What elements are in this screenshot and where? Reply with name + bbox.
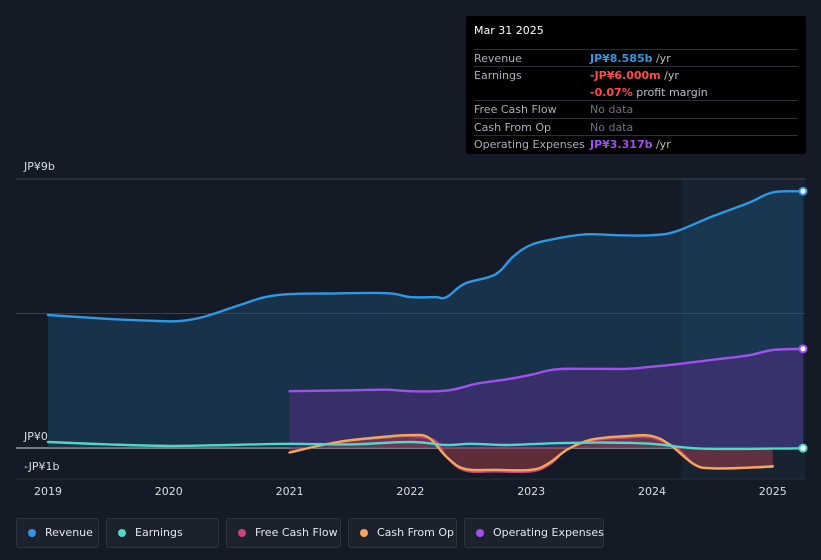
y-label-bottom: -JP¥1b <box>24 460 59 473</box>
tooltip-row-label: Free Cash Flow <box>474 103 557 116</box>
legend-item-free-cash-flow[interactable]: Free Cash Flow <box>226 518 341 548</box>
tooltip-row: Operating Expenses JP¥3.317b /yr <box>466 136 806 153</box>
x-tick-label: 2023 <box>517 485 545 498</box>
legend-item-earnings[interactable]: Earnings <box>106 518 219 548</box>
tooltip-row: -0.07% profit margin <box>466 84 806 101</box>
operating-expenses-line <box>288 347 805 393</box>
tooltip-row-value: -JP¥6.000m /yr <box>590 69 679 82</box>
x-tick-label: 2022 <box>396 485 424 498</box>
tooltip-divider <box>474 118 798 119</box>
tooltip-divider <box>474 100 798 101</box>
legend-label: Revenue <box>45 526 93 539</box>
legend-item-cash-from-op[interactable]: Cash From Op <box>348 518 457 548</box>
legend-dot-icon <box>360 529 368 537</box>
x-tick-label: 2025 <box>759 485 787 498</box>
legend-dot-icon <box>238 529 246 537</box>
tooltip-row: Earnings -JP¥6.000m /yr <box>466 67 806 84</box>
legend-item-operating-expenses[interactable]: Operating Expenses <box>464 518 604 548</box>
x-tick-label: 2021 <box>276 485 304 498</box>
legend-dot-icon <box>118 529 126 537</box>
earnings-end-marker <box>798 443 808 453</box>
legend-dot-icon <box>476 529 484 537</box>
earnings-line <box>46 440 805 451</box>
tooltip-row-value: JP¥3.317b /yr <box>590 138 671 151</box>
tooltip-row: Revenue JP¥8.585b /yr <box>466 50 806 67</box>
revenue-line <box>46 189 805 323</box>
tooltip-row-label: Earnings <box>474 69 522 82</box>
tooltip-row-label: Revenue <box>474 52 522 65</box>
y-label-top: JP¥9b <box>23 160 55 173</box>
x-tick-label: 2019 <box>34 485 62 498</box>
x-tick-label: 2024 <box>638 485 666 498</box>
tooltip-row-value: No data <box>590 103 634 116</box>
tooltip-row-value: No data <box>590 121 634 134</box>
legend-label: Free Cash Flow <box>255 526 338 539</box>
tooltip-row: Cash From Op No data <box>466 119 806 136</box>
tooltip-row-value: JP¥8.585b /yr <box>590 52 671 65</box>
chart-svg: JP¥9b JP¥0 -JP¥1b 2019 2020 2021 2022 2023 2024 2… <box>16 160 808 498</box>
tooltip-row-label: Cash From Op <box>474 121 552 134</box>
tooltip-row: Free Cash Flow No data <box>466 101 806 118</box>
tooltip-row-label: Operating Expenses <box>474 138 585 151</box>
cash-from-op-line <box>288 433 774 472</box>
tooltip-date: Mar 31 2025 <box>474 24 544 37</box>
legend-label: Earnings <box>135 526 183 539</box>
revenue-end-marker <box>798 186 808 196</box>
y-label-zero: JP¥0 <box>23 430 48 443</box>
legend-label: Operating Expenses <box>493 526 604 539</box>
operating-expenses-area <box>289 348 804 448</box>
x-tick-label: 2020 <box>155 485 183 498</box>
tooltip-divider <box>474 135 798 136</box>
forecast-region <box>682 179 805 479</box>
legend-label: Cash From Op <box>377 526 455 539</box>
tooltip-row-value: -0.07% profit margin <box>590 86 708 99</box>
legend-dot-icon <box>28 529 36 537</box>
operating-expenses-end-marker <box>798 344 808 354</box>
tooltip-divider <box>474 66 798 67</box>
revenue-area <box>48 191 803 449</box>
tooltip-divider <box>474 49 798 50</box>
legend-item-revenue[interactable]: Revenue <box>16 518 99 548</box>
chart-tooltip: Mar 31 2025 Revenue JP¥8.585b /yr Earnings… <box>466 16 806 154</box>
